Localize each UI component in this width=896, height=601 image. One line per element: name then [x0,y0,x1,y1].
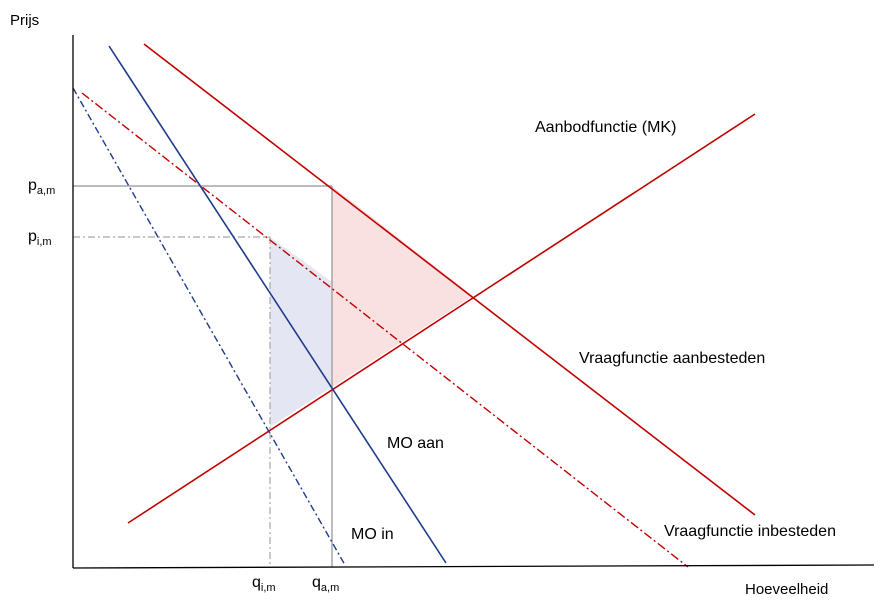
tick-p-im: pi,m [28,228,52,248]
x-axis [72,564,875,569]
supply-curve [127,113,756,524]
tick-q-im: qi,m [252,574,276,594]
mo-aan-curve [108,45,447,564]
tick-p-am: pa,m [28,177,55,197]
demand-inbesteden-label: Vraagfunctie inbesteden [664,523,836,540]
y-axis-label: Prijs [10,12,39,29]
mo-in-curve [72,87,346,566]
mo-in-label: MO in [351,526,394,543]
demand-aanbesteden-label: Vraagfunctie aanbesteden [579,350,765,367]
welfare-area-blue [270,237,332,427]
demand-aanbesteden-curve [143,43,756,516]
demand-inbesteden-curve [81,92,689,568]
mo-aan-label: MO aan [387,435,444,452]
x-axis-label: Hoeveelheid [745,581,828,598]
welfare-gain-area-red [332,186,473,387]
tick-q-am: qa,m [312,574,339,594]
supply-curve-label: Aanbodfunctie (MK) [535,119,676,136]
